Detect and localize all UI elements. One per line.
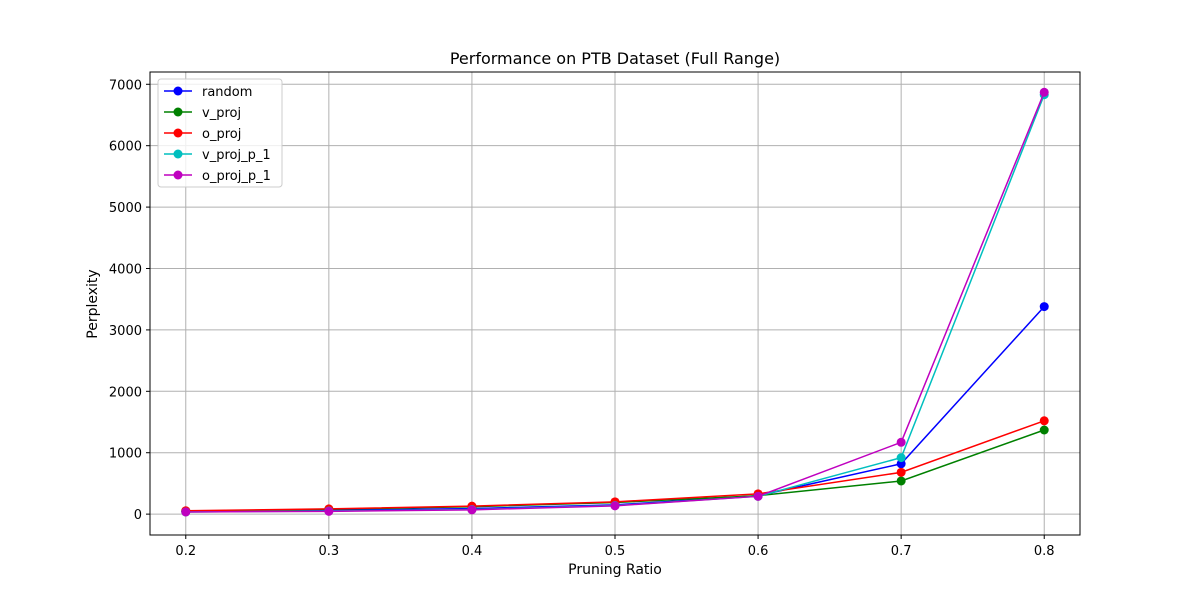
legend-swatch-marker <box>173 86 183 96</box>
x-axis-label: Pruning Ratio <box>568 562 662 578</box>
data-point-o-proj-p-1 <box>896 437 906 447</box>
y-tick-label: 7000 <box>109 78 142 93</box>
data-point-o-proj-p-1 <box>467 505 477 515</box>
legend-swatch-marker <box>173 149 183 159</box>
legend-label: random <box>202 85 252 100</box>
y-tick-label: 2000 <box>109 385 142 400</box>
data-point-o-proj-p-1 <box>1039 87 1049 97</box>
series-group <box>181 87 1049 517</box>
series-o-proj-p-1 <box>181 87 1049 517</box>
y-tick-label: 5000 <box>109 201 142 216</box>
data-point-o-proj-p-1 <box>753 491 763 501</box>
y-tick-label: 3000 <box>109 324 142 339</box>
data-point-o-proj-p-1 <box>324 506 334 516</box>
data-point-random <box>1039 302 1049 312</box>
legend-item-v-proj: v_proj <box>164 106 241 121</box>
y-axis: 0 1000 2000 3000 4000 5000 6000 7000 <box>109 78 150 523</box>
data-point-o-proj <box>1039 416 1049 426</box>
grid-lines <box>150 72 1080 535</box>
legend-item-random: random <box>164 85 252 100</box>
y-tick-label: 1000 <box>109 447 142 462</box>
x-tick-label: 0.2 <box>175 544 196 559</box>
data-point-o-proj-p-1 <box>610 501 620 511</box>
legend-label: v_proj <box>202 106 241 121</box>
data-point-v-proj <box>1039 425 1049 435</box>
legend-label: o_proj_p_1 <box>202 169 271 184</box>
legend-swatch-marker <box>173 170 183 180</box>
x-tick-label: 0.6 <box>748 544 769 559</box>
data-point-v-proj <box>896 476 906 486</box>
legend-label: v_proj_p_1 <box>202 148 271 163</box>
x-tick-label: 0.4 <box>462 544 483 559</box>
y-axis-label: Perplexity <box>85 269 101 338</box>
y-tick-label: 6000 <box>109 140 142 155</box>
x-axis: 0.2 0.3 0.4 0.5 0.6 0.7 0.8 <box>175 535 1055 559</box>
legend-item-o-proj: o_proj <box>164 127 241 142</box>
x-tick-label: 0.3 <box>319 544 340 559</box>
data-point-o-proj-p-1 <box>181 507 191 517</box>
legend: random v_proj o_proj v_proj_p_1 o_proj_p_1 <box>157 78 283 188</box>
x-tick-label: 0.5 <box>605 544 626 559</box>
legend-swatch-marker <box>173 107 183 117</box>
legend-box <box>157 78 283 188</box>
y-tick-label: 4000 <box>109 262 142 277</box>
legend-swatch-marker <box>173 128 183 138</box>
x-tick-label: 0.7 <box>891 544 912 559</box>
chart-title: Performance on PTB Dataset (Full Range) <box>450 49 780 68</box>
data-point-v-proj-p-1 <box>896 453 906 463</box>
x-tick-label: 0.8 <box>1034 544 1055 559</box>
legend-label: o_proj <box>202 127 241 142</box>
legend-item-o-proj-p-1: o_proj_p_1 <box>164 169 271 184</box>
y-tick-label: 0 <box>134 508 142 523</box>
legend-item-v-proj-p-1: v_proj_p_1 <box>164 148 271 163</box>
data-point-o-proj <box>896 467 906 477</box>
